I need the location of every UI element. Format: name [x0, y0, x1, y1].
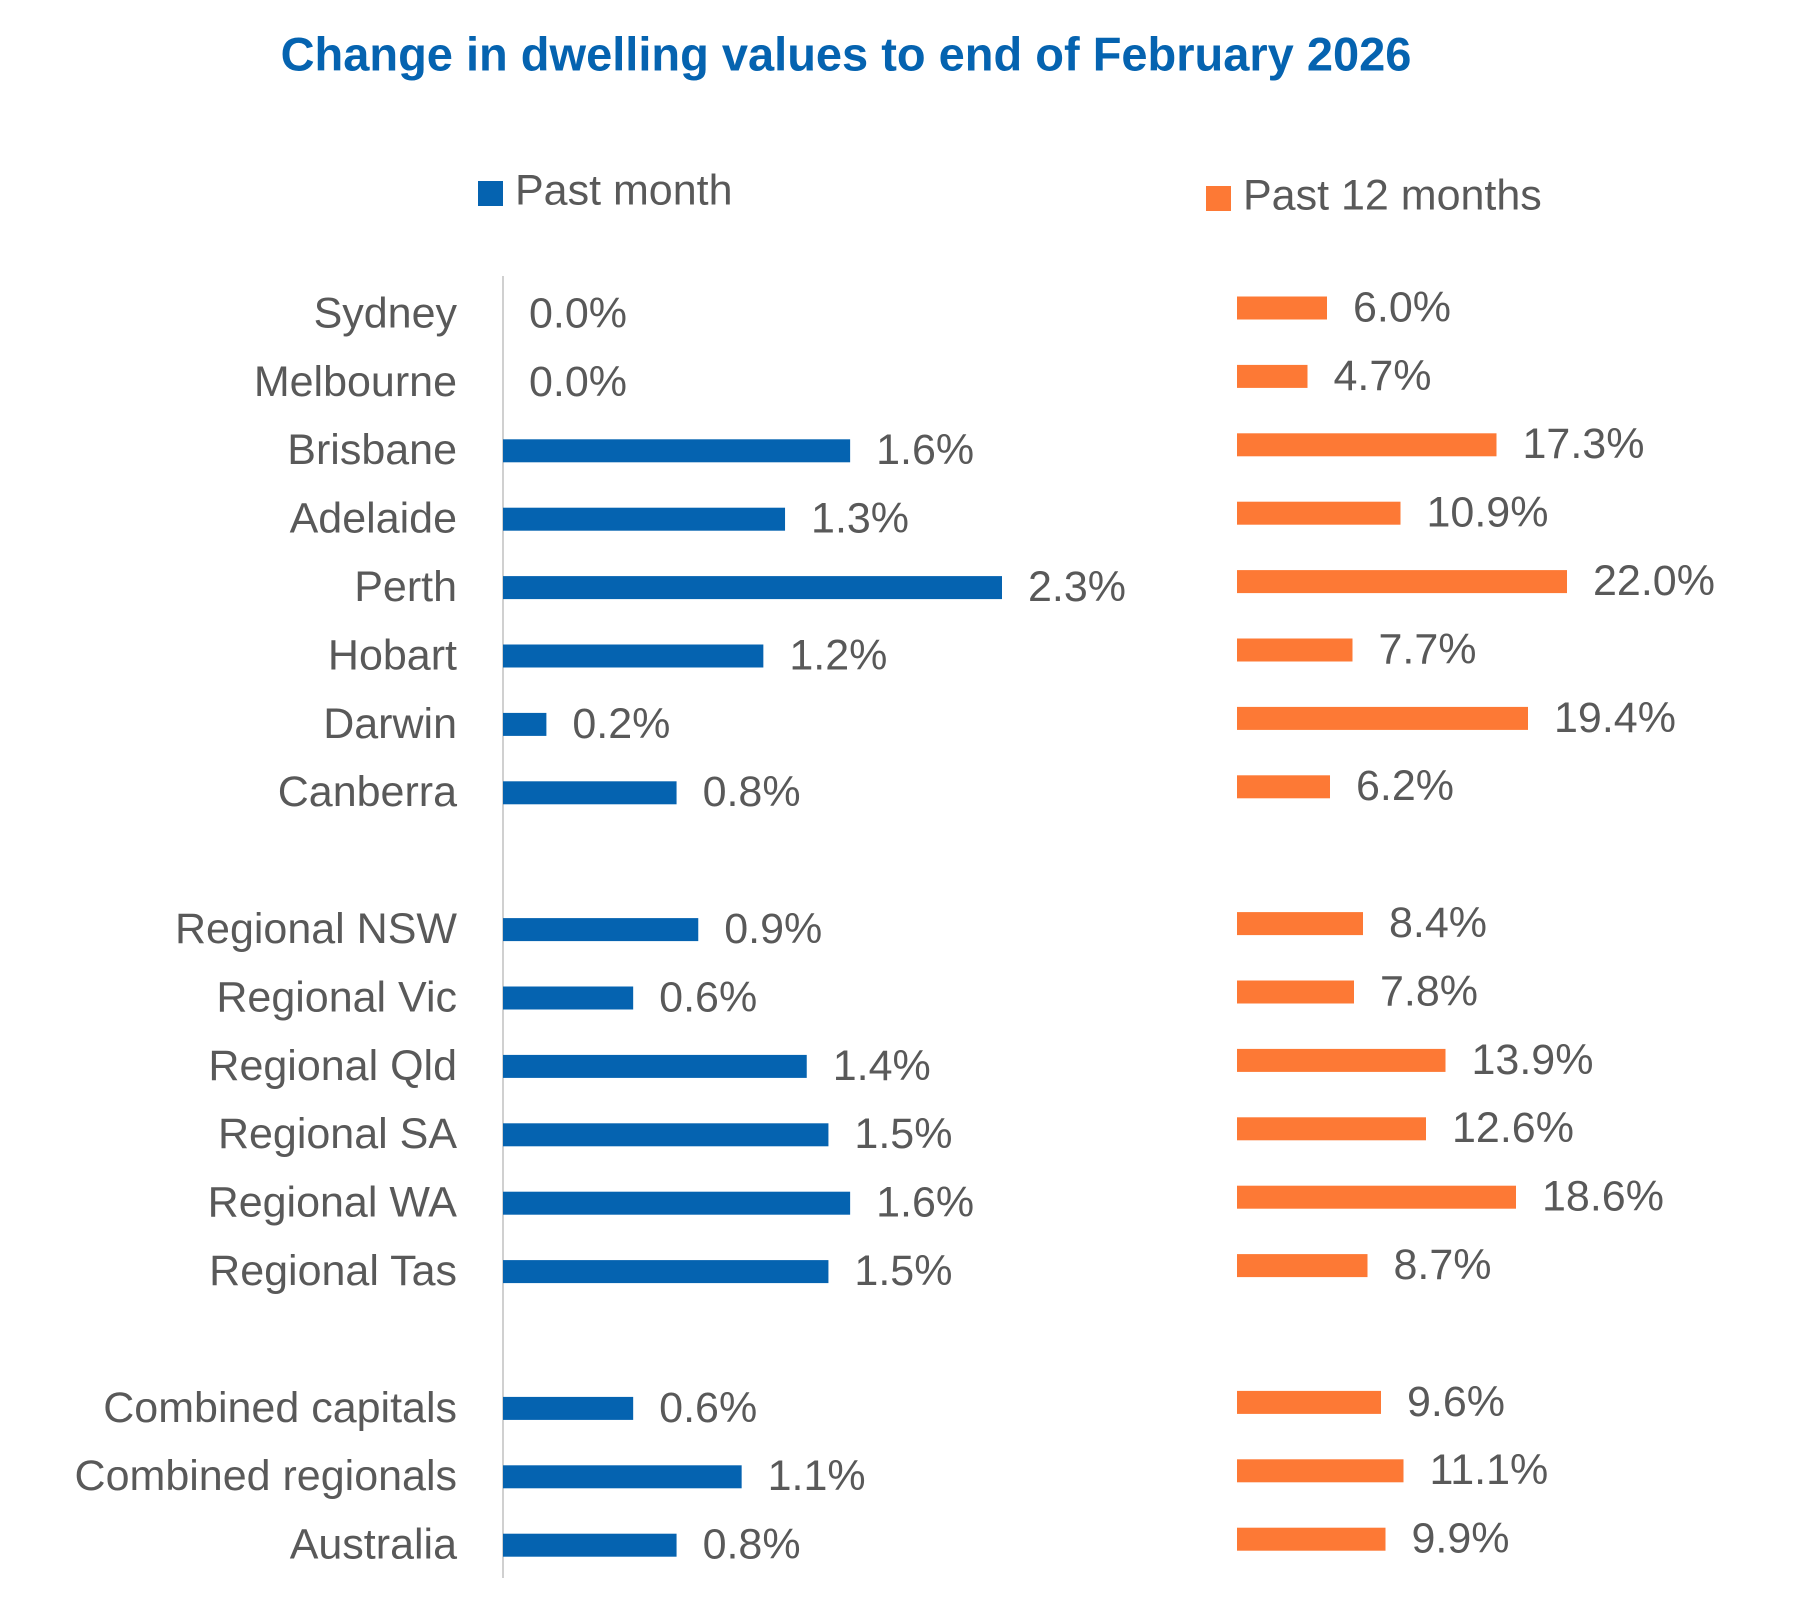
data-label: 0.6%	[659, 973, 757, 1021]
bar	[1237, 775, 1330, 799]
data-label: 13.9%	[1472, 1036, 1594, 1084]
y-tick-label: Regional NSW	[175, 905, 457, 953]
data-label: 1.6%	[876, 1179, 974, 1227]
y-tick-label: Adelaide	[290, 495, 457, 543]
bar	[1237, 433, 1497, 457]
data-label: 1.6%	[876, 426, 974, 474]
bar	[1237, 706, 1528, 730]
bar	[503, 507, 786, 531]
data-label: 11.1%	[1430, 1446, 1549, 1494]
data-label: 1.1%	[768, 1452, 866, 1500]
chart-title: Change in dwelling values to end of Febr…	[281, 27, 1412, 80]
bar	[1237, 501, 1401, 525]
data-label: 7.7%	[1379, 625, 1477, 673]
data-label: 7.8%	[1380, 967, 1478, 1015]
bar	[1237, 1254, 1368, 1278]
legend-swatch	[1206, 186, 1231, 211]
bar	[503, 918, 699, 942]
data-label: 0.8%	[703, 768, 801, 816]
y-tick-label: Australia	[290, 1521, 457, 1569]
data-label: 10.9%	[1427, 489, 1549, 537]
bar	[503, 1396, 634, 1420]
y-tick-label: Darwin	[323, 700, 457, 748]
y-tick-label: Melbourne	[254, 358, 457, 406]
bar	[503, 712, 547, 736]
bar	[1237, 638, 1353, 662]
legend-label: Past 12 months	[1243, 171, 1542, 219]
bar	[1237, 912, 1363, 936]
data-label: 0.0%	[529, 289, 627, 337]
bar	[503, 439, 851, 463]
bar	[503, 1533, 677, 1557]
data-label: 1.3%	[811, 495, 909, 543]
data-label: 8.4%	[1389, 899, 1487, 947]
bar	[1237, 1117, 1426, 1141]
data-label: 18.6%	[1542, 1173, 1664, 1221]
data-label: 4.7%	[1334, 352, 1432, 400]
data-label: 0.2%	[572, 700, 670, 748]
data-label: 8.7%	[1394, 1241, 1492, 1289]
y-tick-label: Regional Tas	[209, 1247, 457, 1295]
y-tick-label: Regional SA	[218, 1110, 457, 1158]
data-label: 6.0%	[1353, 283, 1451, 331]
data-label: 0.9%	[724, 905, 822, 953]
bar	[503, 1260, 829, 1284]
data-label: 2.3%	[1028, 563, 1126, 611]
data-label: 17.3%	[1523, 420, 1645, 468]
bar	[1237, 570, 1567, 594]
data-label: 22.0%	[1593, 557, 1715, 605]
bar	[503, 576, 1002, 600]
y-tick-label: Regional WA	[208, 1179, 458, 1227]
bar	[503, 1123, 829, 1147]
bar	[1237, 364, 1308, 388]
bar	[503, 644, 764, 668]
y-tick-label: Canberra	[278, 768, 457, 816]
data-label: 1.4%	[833, 1042, 931, 1090]
data-label: 1.5%	[854, 1110, 952, 1158]
legend-swatch	[478, 181, 503, 206]
data-label: 9.6%	[1407, 1378, 1505, 1426]
bar	[1237, 1390, 1381, 1414]
bar	[1237, 1048, 1446, 1072]
data-label: 1.2%	[789, 631, 887, 679]
data-label: 1.5%	[854, 1247, 952, 1295]
bar	[503, 1191, 851, 1215]
y-tick-label: Regional Qld	[208, 1042, 457, 1090]
bar	[1237, 1185, 1516, 1209]
y-tick-label: Perth	[354, 563, 457, 611]
data-label: 9.9%	[1412, 1515, 1510, 1563]
y-tick-label: Sydney	[314, 289, 458, 337]
data-label: 19.4%	[1554, 694, 1676, 742]
data-label: 12.6%	[1452, 1104, 1574, 1152]
bar	[503, 781, 677, 805]
data-label: 0.0%	[529, 358, 627, 406]
data-label: 0.8%	[703, 1521, 801, 1569]
data-label: 0.6%	[659, 1384, 757, 1432]
y-tick-label: Combined regionals	[75, 1452, 457, 1500]
bar	[1237, 1459, 1404, 1483]
bar	[1237, 296, 1327, 320]
data-label: 6.2%	[1356, 762, 1454, 810]
y-tick-label: Regional Vic	[216, 973, 457, 1021]
y-tick-label: Combined capitals	[103, 1384, 457, 1432]
bar	[1237, 1527, 1386, 1551]
bar	[503, 986, 634, 1010]
legend-label: Past month	[515, 166, 733, 214]
bar	[1237, 980, 1354, 1004]
y-tick-label: Hobart	[328, 631, 457, 679]
y-tick-label: Brisbane	[287, 426, 457, 474]
bar	[503, 1465, 742, 1489]
bar	[503, 1054, 807, 1078]
